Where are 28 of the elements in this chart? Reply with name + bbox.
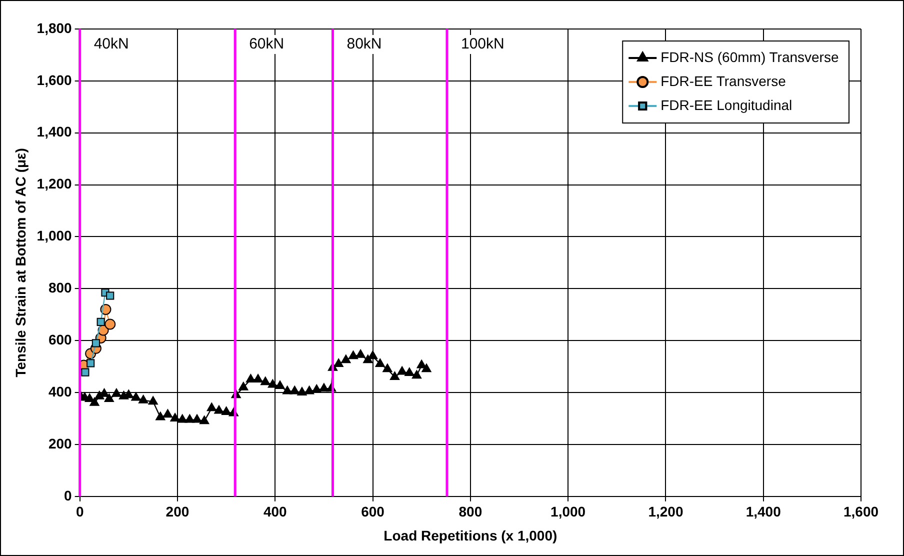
- y-axis-title: Tensile Strain at Bottom of AC (με): [12, 148, 28, 378]
- y-tick-label: 200: [48, 435, 72, 452]
- y-tick-label: 1,000: [36, 228, 72, 244]
- ref-line-label: 40kN: [94, 36, 129, 53]
- x-tick-label: 200: [166, 504, 190, 520]
- y-tick-label: 1,800: [36, 20, 72, 36]
- y-tick-label: 0: [64, 487, 72, 504]
- x-tick-label: 1,600: [843, 504, 879, 520]
- x-tick-label: 1,400: [746, 504, 782, 520]
- y-tick-label: 800: [48, 280, 72, 296]
- x-tick-label: 400: [263, 504, 288, 520]
- legend-label: FDR-EE Longitudinal: [660, 96, 792, 113]
- legend-label: FDR-EE Transverse: [660, 72, 786, 89]
- x-tick-label: 1,200: [648, 504, 684, 520]
- y-tick-label: 400: [48, 383, 72, 400]
- legend-label: FDR-NS (60mm) Transverse: [660, 48, 839, 65]
- ref-line-label: 100kN: [460, 36, 504, 53]
- x-tick-label: 1,000: [550, 504, 586, 520]
- x-axis-title: Load Repetitions (x 1,000): [384, 527, 558, 544]
- ref-line-label: 80kN: [346, 36, 382, 53]
- x-tick-label: 600: [361, 504, 385, 520]
- y-tick-label: 600: [48, 331, 72, 348]
- ref-line-label: 60kN: [249, 36, 284, 53]
- y-tick-label: 1,200: [36, 176, 72, 192]
- y-tick-label: 1,400: [36, 124, 72, 140]
- x-tick-label: 800: [458, 504, 482, 520]
- y-tick-label: 1,600: [36, 72, 72, 88]
- x-tick-label: 0: [76, 504, 84, 520]
